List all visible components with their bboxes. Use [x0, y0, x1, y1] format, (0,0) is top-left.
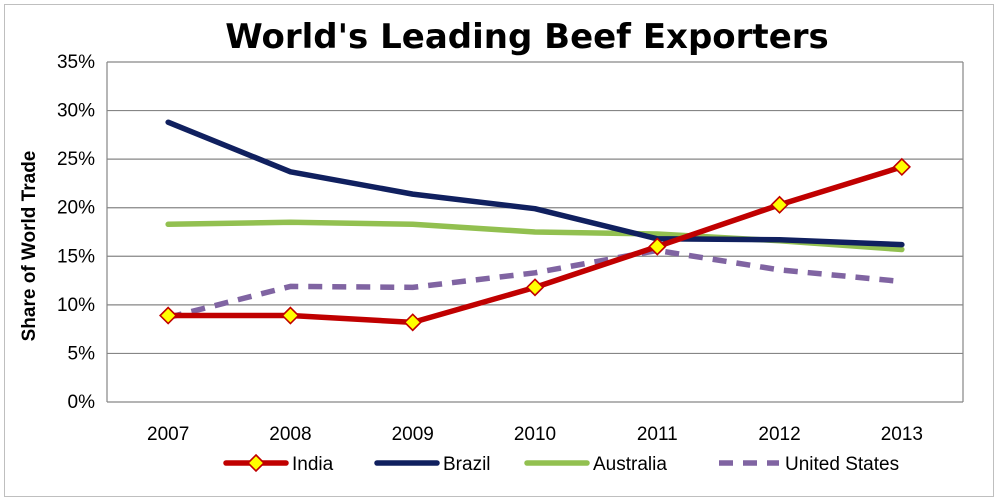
x-tick-label: 2010 — [514, 424, 556, 445]
axes: 0% 5% 10% 15% 20% 25% 30% 35% 2007 2008 2009 2010 20… — [57, 52, 964, 445]
legend-label-united-states: United States — [785, 454, 899, 475]
x-tick-label: 2009 — [392, 424, 434, 445]
legend-label-india: India — [292, 454, 334, 475]
legend: India Brazil Australia United States — [223, 453, 899, 475]
y-tick-label: 0% — [68, 392, 96, 413]
series-lines — [159, 119, 911, 332]
x-tick-label: 2007 — [147, 424, 189, 445]
y-tick-label: 25% — [57, 149, 95, 170]
data-point-india — [892, 157, 911, 177]
x-tick-label: 2008 — [269, 424, 311, 445]
y-axis-label: Share of World Trade — [19, 151, 40, 342]
series-line-brazil — [165, 119, 905, 248]
x-tick-label: 2012 — [758, 424, 800, 445]
legend-marker-india — [246, 453, 266, 473]
y-tick-label: 5% — [68, 343, 96, 364]
x-tick-label: 2011 — [637, 424, 678, 445]
data-point-india — [403, 313, 422, 332]
data-point-india — [770, 195, 789, 214]
y-tick-label: 10% — [57, 295, 95, 316]
y-tick-label: 35% — [57, 52, 95, 73]
data-point-india — [281, 306, 300, 325]
legend-label-brazil: Brazil — [443, 454, 491, 475]
chart-frame — [4, 4, 994, 497]
series-line-india — [165, 164, 905, 326]
data-point-india — [159, 306, 178, 325]
x-tick-label: 2013 — [881, 424, 923, 445]
series-line-australia — [165, 219, 905, 253]
series-line-united-states — [167, 247, 903, 321]
y-tick-label: 15% — [57, 246, 95, 267]
legend-label-australia: Australia — [593, 454, 667, 475]
y-tick-label: 20% — [57, 198, 95, 219]
chart-title: World's Leading Beef Exporters — [225, 17, 829, 57]
data-point-india — [648, 237, 667, 256]
data-point-india — [525, 278, 545, 297]
y-tick-label: 30% — [57, 101, 95, 122]
